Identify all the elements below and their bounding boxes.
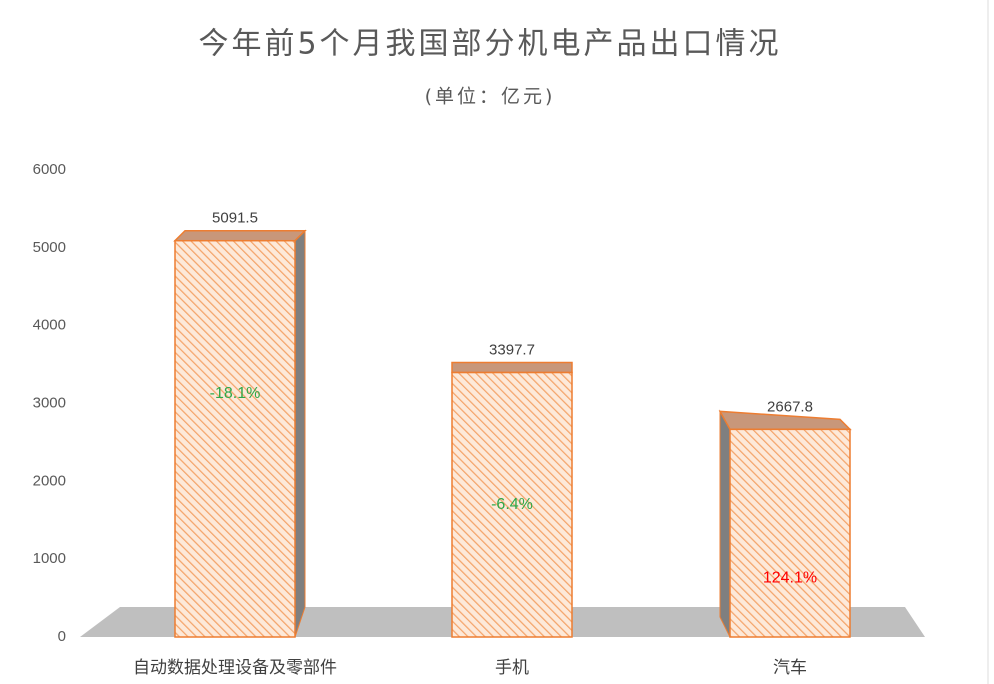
value-label: 5091.5 <box>212 210 258 227</box>
bar-top <box>451 361 573 374</box>
bar-side <box>294 229 306 638</box>
growth-label: -18.1% <box>210 385 261 402</box>
y-tick-label: 2000 <box>33 472 66 489</box>
y-tick-label: 1000 <box>33 550 66 567</box>
y-tick-label: 5000 <box>33 239 66 256</box>
bar <box>174 239 296 638</box>
chart-subtitle: (单位：亿元) <box>425 86 556 108</box>
chart-title: 今年前5个月我国部分机电产品出口情况 <box>198 27 781 62</box>
x-tick-label: 自动数据处理设备及零部件 <box>133 658 337 678</box>
y-tick-label: 0 <box>58 628 66 645</box>
y-tick-label: 4000 <box>33 317 66 334</box>
bar <box>451 371 573 638</box>
bar-side <box>719 409 731 638</box>
bar <box>729 428 851 638</box>
bar-top <box>173 229 307 242</box>
growth-label: 124.1% <box>763 569 817 586</box>
x-tick-label: 手机 <box>495 658 529 678</box>
x-tick-label: 汽车 <box>773 658 807 678</box>
growth-label: -6.4% <box>491 496 533 513</box>
y-tick-label: 6000 <box>33 161 66 178</box>
value-label: 2667.8 <box>767 398 813 415</box>
y-tick-label: 3000 <box>33 394 66 411</box>
value-label: 3397.7 <box>489 342 535 359</box>
